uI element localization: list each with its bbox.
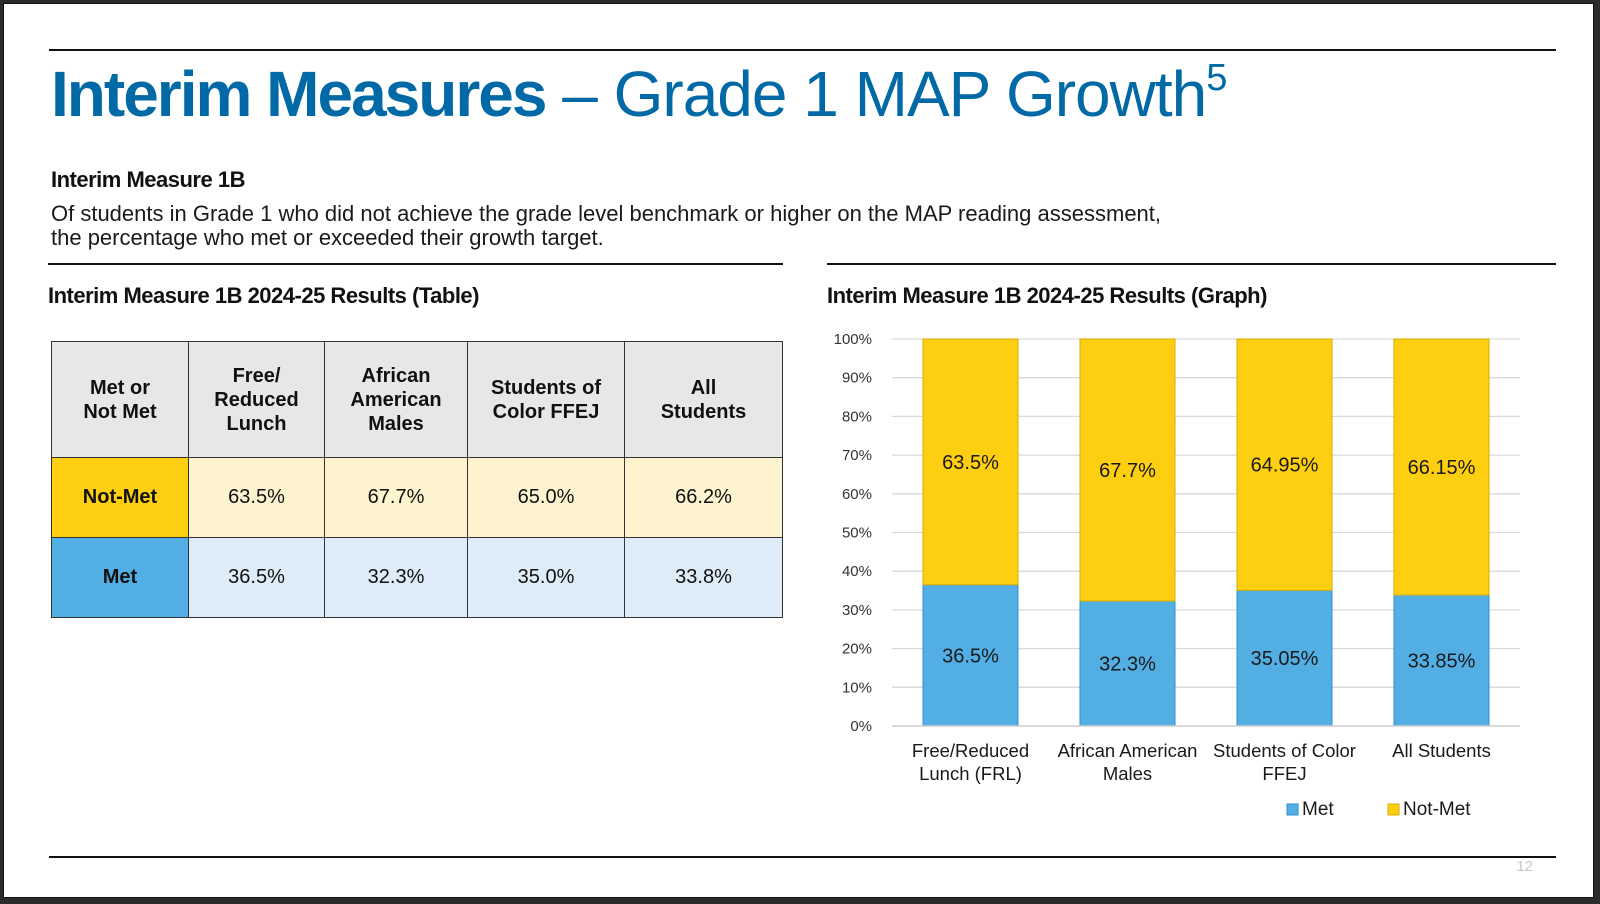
data-label: 35.05% [1251,648,1319,670]
data-label: 36.5% [942,645,999,667]
y-tick-label: 30% [842,602,872,619]
page-title: Interim Measures – Grade 1 MAP Growth5 [51,56,1227,132]
bar-segment-met [1236,589,1333,727]
legend-label-not-met: Not-Met [1403,799,1471,820]
legend-label-met: Met [1302,799,1334,820]
table-header-row: Met or Not Met Free/Reduced Lunch African A… [51,341,783,458]
cell-met-all: 33.8% [624,537,783,618]
x-tick-label: African American [1058,740,1198,761]
cell-not-met-frl: 63.5% [188,457,325,538]
slide: Interim Measures – Grade 1 MAP Growth5 I… [3,3,1594,898]
cell-not-met-aam: 67.7% [324,457,468,538]
y-tick-label: 50% [842,525,872,542]
x-tick-label: Free/Reduced [912,740,1029,761]
legend-swatch-not-met [1387,803,1400,816]
title-bold: Interim Measures [51,58,547,130]
table-row-met: Met 36.5% 32.3% 35.0% 33.8% [51,537,783,618]
cell-met-soc: 35.0% [467,537,625,618]
y-tick-label: 10% [842,679,872,696]
table-section-rule [48,263,783,265]
results-table: Met or Not Met Free/Reduced Lunch African A… [51,341,783,618]
title-light: – Grade 1 MAP Growth [545,58,1207,130]
x-tick-label: Males [1103,763,1152,784]
data-label: 63.5% [942,452,999,474]
cell-met-aam: 32.3% [324,537,468,618]
table-section-title: Interim Measure 1B 2024-25 Results (Tabl… [48,283,480,308]
header-met-or-not-met: Met or Not Met [51,341,189,458]
chart-section-rule [827,263,1556,265]
bar-segment-not-met [1079,338,1176,602]
title-footnote-ref: 5 [1206,57,1227,99]
row-label-not-met: Not-Met [51,457,189,538]
cell-not-met-all: 66.2% [624,457,783,538]
y-tick-label: 80% [842,408,872,425]
table-row-not-met: Not-Met 63.5% 67.7% 65.0% 66.2% [51,457,783,538]
row-label-met: Met [51,537,189,618]
chart-section-title: Interim Measure 1B 2024-25 Results (Grap… [827,283,1267,308]
data-label: 66.15% [1408,457,1476,479]
x-tick-label: All Students [1392,740,1491,761]
top-rule [49,49,1556,51]
data-label: 33.85% [1408,651,1476,673]
bar-segment-not-met [1393,338,1490,596]
data-label: 32.3% [1099,653,1156,675]
bar-segment-met [1079,600,1176,727]
y-tick-label: 0% [850,718,872,735]
cell-not-met-soc: 65.0% [467,457,625,538]
y-tick-label: 40% [842,563,872,580]
header-all-students: All Students [624,341,783,458]
x-tick-label: Students of Color [1213,740,1356,761]
x-tick-label: Lunch (FRL) [919,763,1022,784]
measure-subhead: Interim Measure 1B [51,167,245,192]
bar-segment-not-met [922,338,1019,586]
header-students-of-color: Students of Color FFEJ [467,341,625,458]
data-label: 67.7% [1099,460,1156,482]
stacked-bar-chart: 0% 10% 20% 30% 40% 50% 60% 70% 80% 90% 100% 36.5% 63… [834,331,1520,820]
x-tick-label: FFEJ [1262,763,1306,784]
legend-swatch-met [1286,803,1299,816]
measure-description: Of students in Grade 1 who did not achie… [51,201,1162,250]
y-tick-label: 70% [842,447,872,464]
y-tick-label: 20% [842,641,872,658]
bottom-rule [49,856,1556,858]
y-tick-label: 100% [834,331,872,348]
bar-segment-not-met [1236,338,1333,591]
y-tick-label: 60% [842,486,872,503]
page-number: 12 [1516,858,1533,875]
data-label: 64.95% [1251,455,1319,477]
y-tick-label: 90% [842,370,872,387]
bar-segment-met [1393,594,1490,727]
